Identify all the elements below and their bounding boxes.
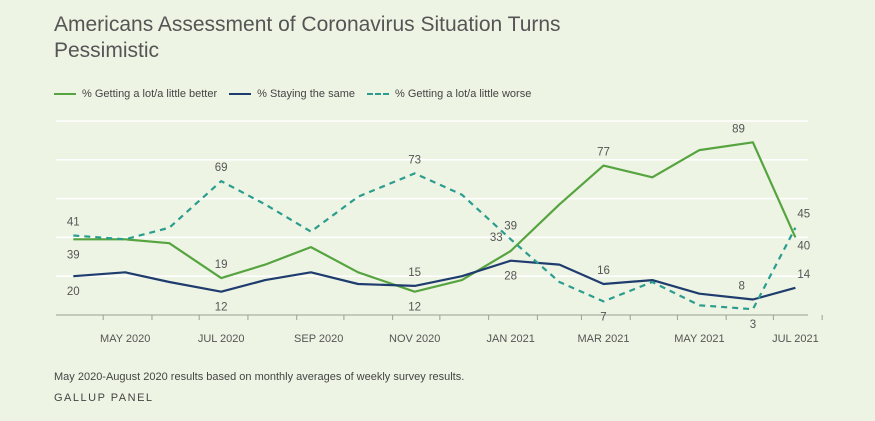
data-label: 69 xyxy=(215,162,228,174)
x-tick-label: MAR 2021 xyxy=(577,333,629,345)
data-label: 12 xyxy=(408,302,421,314)
legend-label-better: % Getting a lot/a little better xyxy=(82,88,218,100)
chart-source: GALLUP PANEL xyxy=(54,392,154,404)
data-label: 12 xyxy=(215,302,228,314)
x-tick-label: MAY 2021 xyxy=(674,333,724,345)
data-label: 73 xyxy=(408,154,421,166)
x-tick-label: MAY 2020 xyxy=(100,333,150,345)
x-tick-label: NOV 2020 xyxy=(389,333,440,345)
series-line-2 xyxy=(73,172,797,311)
data-label: 3 xyxy=(750,319,756,331)
data-label: 19 xyxy=(215,259,228,271)
chart-legend: % Getting a lot/a little better % Stayin… xyxy=(54,88,543,100)
data-label: 89 xyxy=(732,123,745,135)
data-label: 40 xyxy=(797,240,810,252)
data-label: 39 xyxy=(67,249,80,261)
legend-item-worse: % Getting a lot/a little worse xyxy=(366,88,532,100)
data-label: 20 xyxy=(67,286,80,298)
legend-item-better: % Getting a lot/a little better xyxy=(54,88,217,100)
x-tick-label: JAN 2021 xyxy=(487,333,535,345)
series-line-1 xyxy=(73,259,796,301)
data-label: 45 xyxy=(797,209,810,221)
legend-label-worse: % Getting a lot/a little worse xyxy=(394,88,532,100)
data-label: 33 xyxy=(490,232,503,244)
data-label: 77 xyxy=(597,147,610,159)
data-label: 39 xyxy=(504,220,517,232)
data-label: 15 xyxy=(408,267,421,279)
data-label: 7 xyxy=(600,311,606,323)
x-tick-label: JUL 2021 xyxy=(772,333,819,345)
chart-footnote: May 2020-August 2020 results based on mo… xyxy=(54,371,465,383)
legend-swatch-same xyxy=(229,93,252,95)
x-tick-label: JUL 2020 xyxy=(198,333,245,345)
legend-item-same: % Staying the same xyxy=(229,88,355,100)
legend-label-same: % Staying the same xyxy=(257,88,355,100)
legend-swatch-worse xyxy=(366,93,389,95)
data-label: 14 xyxy=(797,269,810,281)
x-tick-label: SEP 2020 xyxy=(294,333,343,345)
data-label: 28 xyxy=(504,271,517,283)
data-label: 16 xyxy=(597,265,610,277)
chart-title: Americans Assessment of Coronavirus Situ… xyxy=(54,13,561,62)
data-label: 8 xyxy=(739,280,745,292)
data-label: 41 xyxy=(67,216,80,228)
series-line-0 xyxy=(73,141,797,293)
legend-swatch-better xyxy=(54,93,76,95)
